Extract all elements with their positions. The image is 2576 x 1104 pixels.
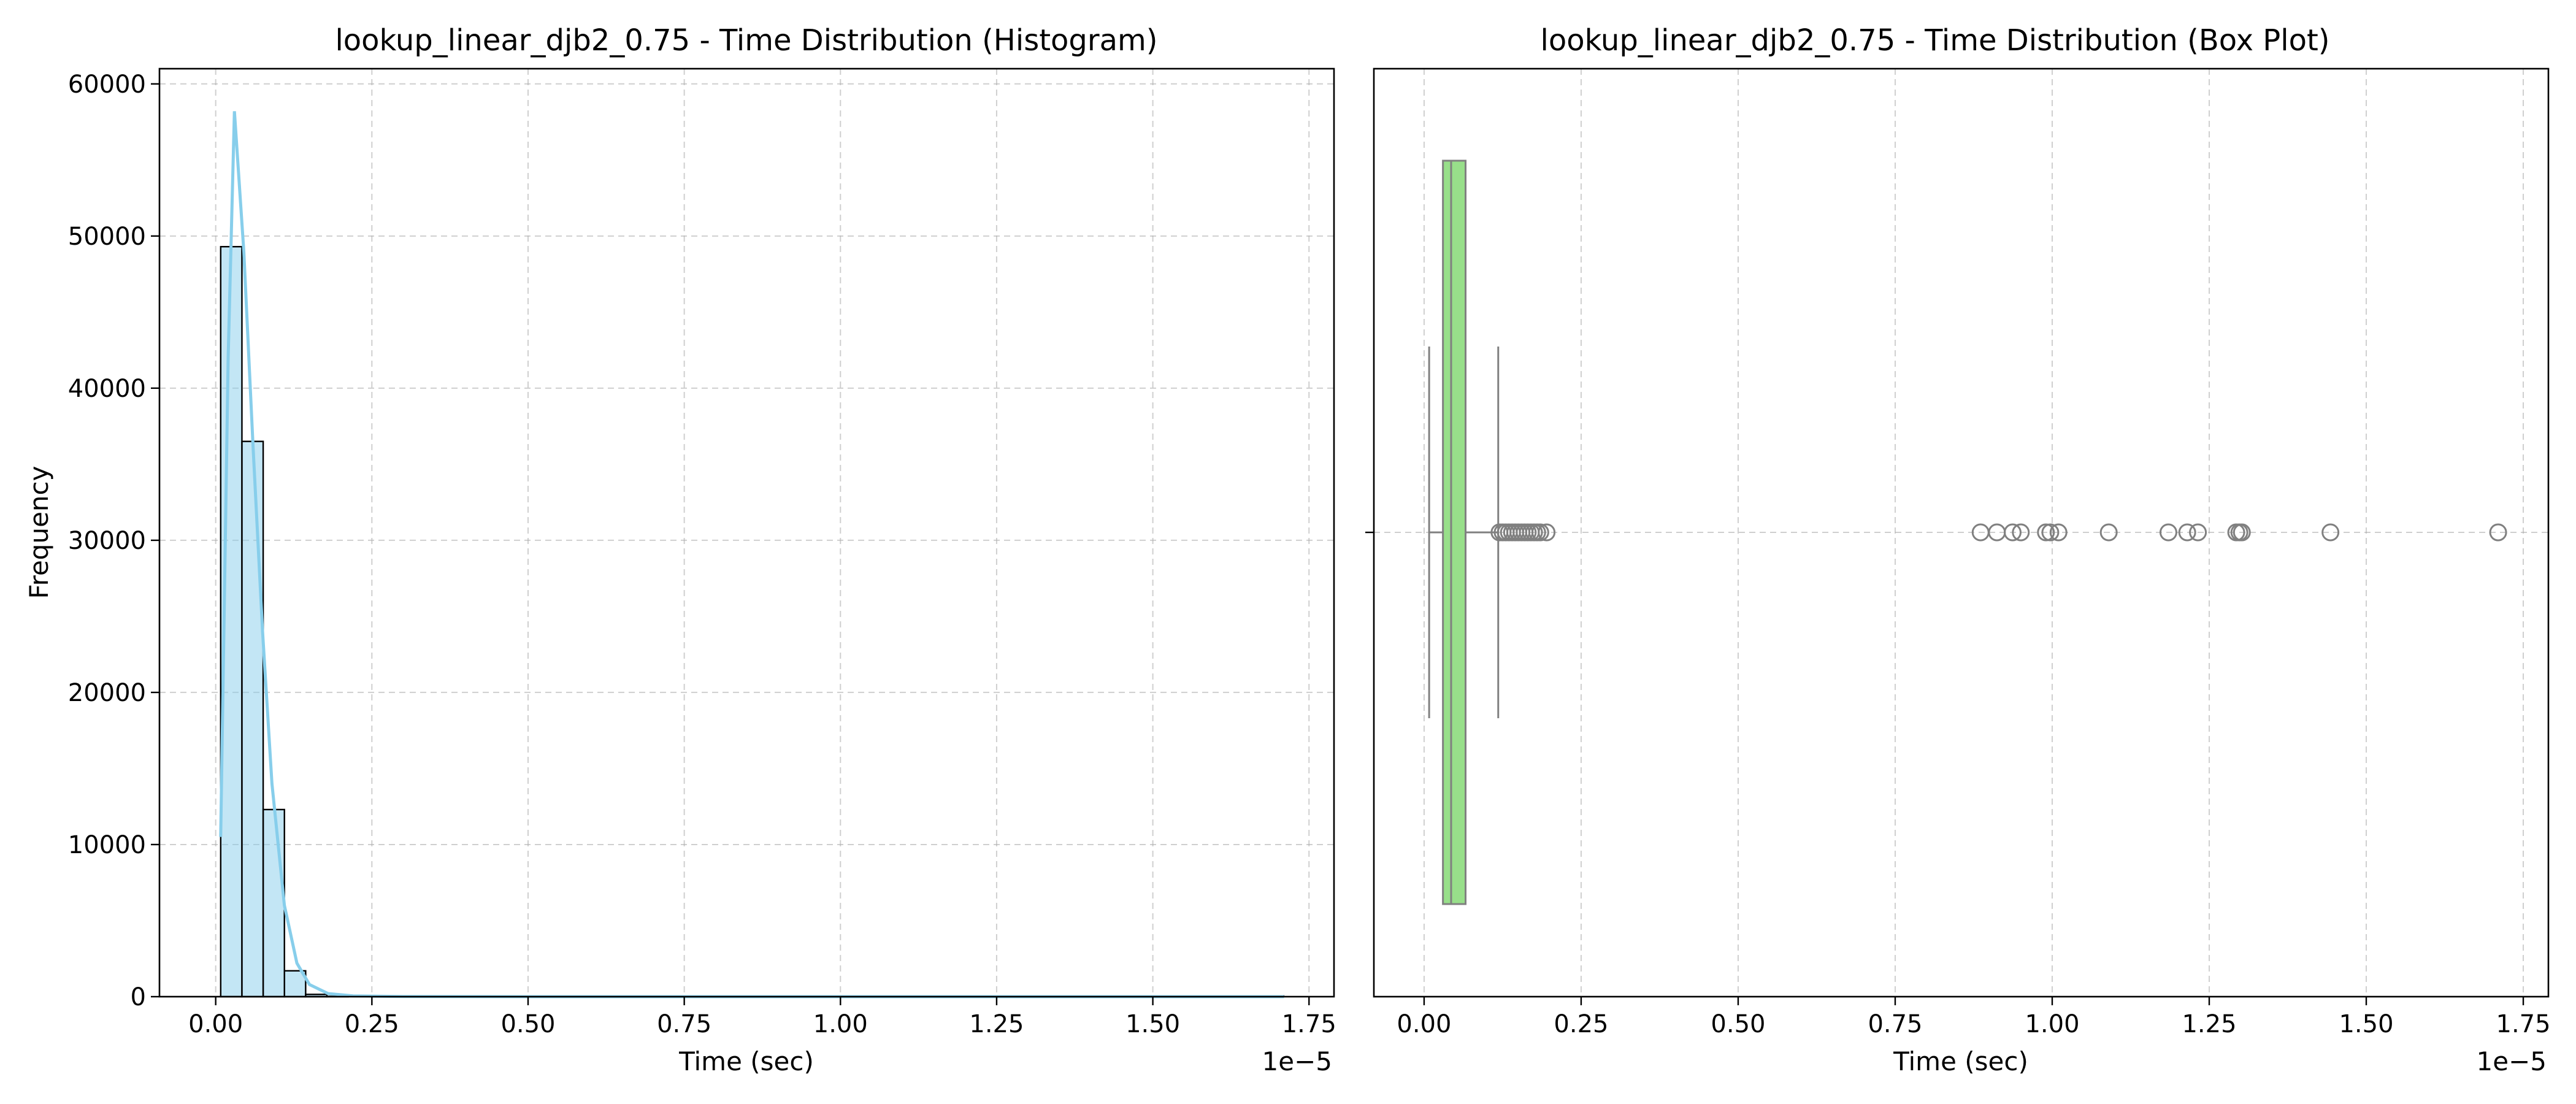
histogram-x-axis-label: Time (sec) <box>678 1046 814 1076</box>
boxplot-x-tick-label: 1.00 <box>2025 1010 2079 1038</box>
histogram-x-tick-label: 0.75 <box>657 1010 711 1038</box>
boxplot-x-tick-label: 1.75 <box>2496 1010 2551 1038</box>
histogram-y-axis-label: Frequency <box>24 466 54 599</box>
boxplot-outlier <box>2012 523 2030 542</box>
boxplot-outlier <box>2037 523 2055 542</box>
boxplot-outlier <box>2049 523 2068 542</box>
histogram-title: lookup_linear_djb2_0.75 - Time Distribut… <box>335 23 1157 58</box>
histogram-y-tick-label: 40000 <box>68 375 146 403</box>
boxplot-outlier <box>2489 523 2507 542</box>
boxplot-outlier <box>1538 523 1556 542</box>
histogram-x-tick-label: 1.25 <box>969 1010 1024 1038</box>
boxplot-marks <box>1428 159 2507 905</box>
histogram-y-tick-label: 50000 <box>68 223 146 251</box>
histogram-axes-frame <box>158 67 1335 998</box>
histogram-bar <box>283 970 307 998</box>
histogram-x-offset-text: 1e−5 <box>1262 1046 1332 1076</box>
boxplot-outlier <box>2178 523 2196 542</box>
boxplot-x-tick-label: 1.25 <box>2182 1010 2236 1038</box>
boxplot-x-offset-text: 1e−5 <box>2477 1046 2547 1076</box>
boxplot-box <box>1442 159 1467 905</box>
boxplot-title: lookup_linear_djb2_0.75 - Time Distribut… <box>1541 23 2330 58</box>
boxplot-outlier <box>2003 523 2022 542</box>
histogram-y-tick-label: 20000 <box>68 679 146 707</box>
histogram-y-tick-label: 30000 <box>68 527 146 555</box>
boxplot-outlier <box>2159 523 2177 542</box>
boxplot-grid <box>1374 69 2548 997</box>
boxplot-panel: lookup_linear_djb2_0.75 - Time Distribut… <box>1365 23 2551 1076</box>
boxplot-x-tick-label: 0.75 <box>1868 1010 1922 1038</box>
histogram-panel: lookup_linear_djb2_0.75 - Time Distribut… <box>24 23 1336 1076</box>
histogram-x-tick-label: 0.50 <box>500 1010 555 1038</box>
histogram-y-tick-label: 60000 <box>68 71 146 99</box>
histogram-x-tick-label: 0.25 <box>345 1010 399 1038</box>
histogram-y-tick-label: 10000 <box>68 831 146 859</box>
boxplot-outlier <box>2189 523 2207 542</box>
boxplot-outlier <box>1531 523 1549 542</box>
histogram-x-ticks: 0.00 0.25 0.50 0.75 1.00 1.25 1.50 1.75 <box>188 997 1336 1038</box>
histogram-y-tick-label: 0 <box>131 983 146 1011</box>
histogram-x-tick-label: 1.50 <box>1125 1010 1180 1038</box>
histogram-x-tick-label: 1.75 <box>1282 1010 1336 1038</box>
boxplot-x-tick-label: 1.50 <box>2339 1010 2393 1038</box>
boxplot-x-tick-label: 0.25 <box>1554 1010 1608 1038</box>
histogram-x-tick-label: 0.00 <box>188 1010 243 1038</box>
boxplot-outlier <box>2321 523 2340 542</box>
boxplot-x-axis-label: Time (sec) <box>1893 1046 2028 1076</box>
boxplot-x-tick-label: 0.50 <box>1711 1010 1765 1038</box>
histogram-x-tick-label: 1.00 <box>813 1010 868 1038</box>
boxplot-x-ticks: 0.00 0.25 0.50 0.75 1.00 1.25 1.50 1.75 <box>1397 997 2551 1038</box>
histogram-y-ticks: 0 10000 20000 30000 40000 50000 60000 <box>68 71 159 1011</box>
boxplot-outlier <box>2099 523 2118 542</box>
boxplot-outlier <box>2041 523 2060 542</box>
histogram-bar <box>262 808 285 998</box>
histogram-bar <box>241 440 264 998</box>
boxplot-outlier <box>2233 523 2251 542</box>
boxplot-x-tick-label: 0.00 <box>1397 1010 1451 1038</box>
